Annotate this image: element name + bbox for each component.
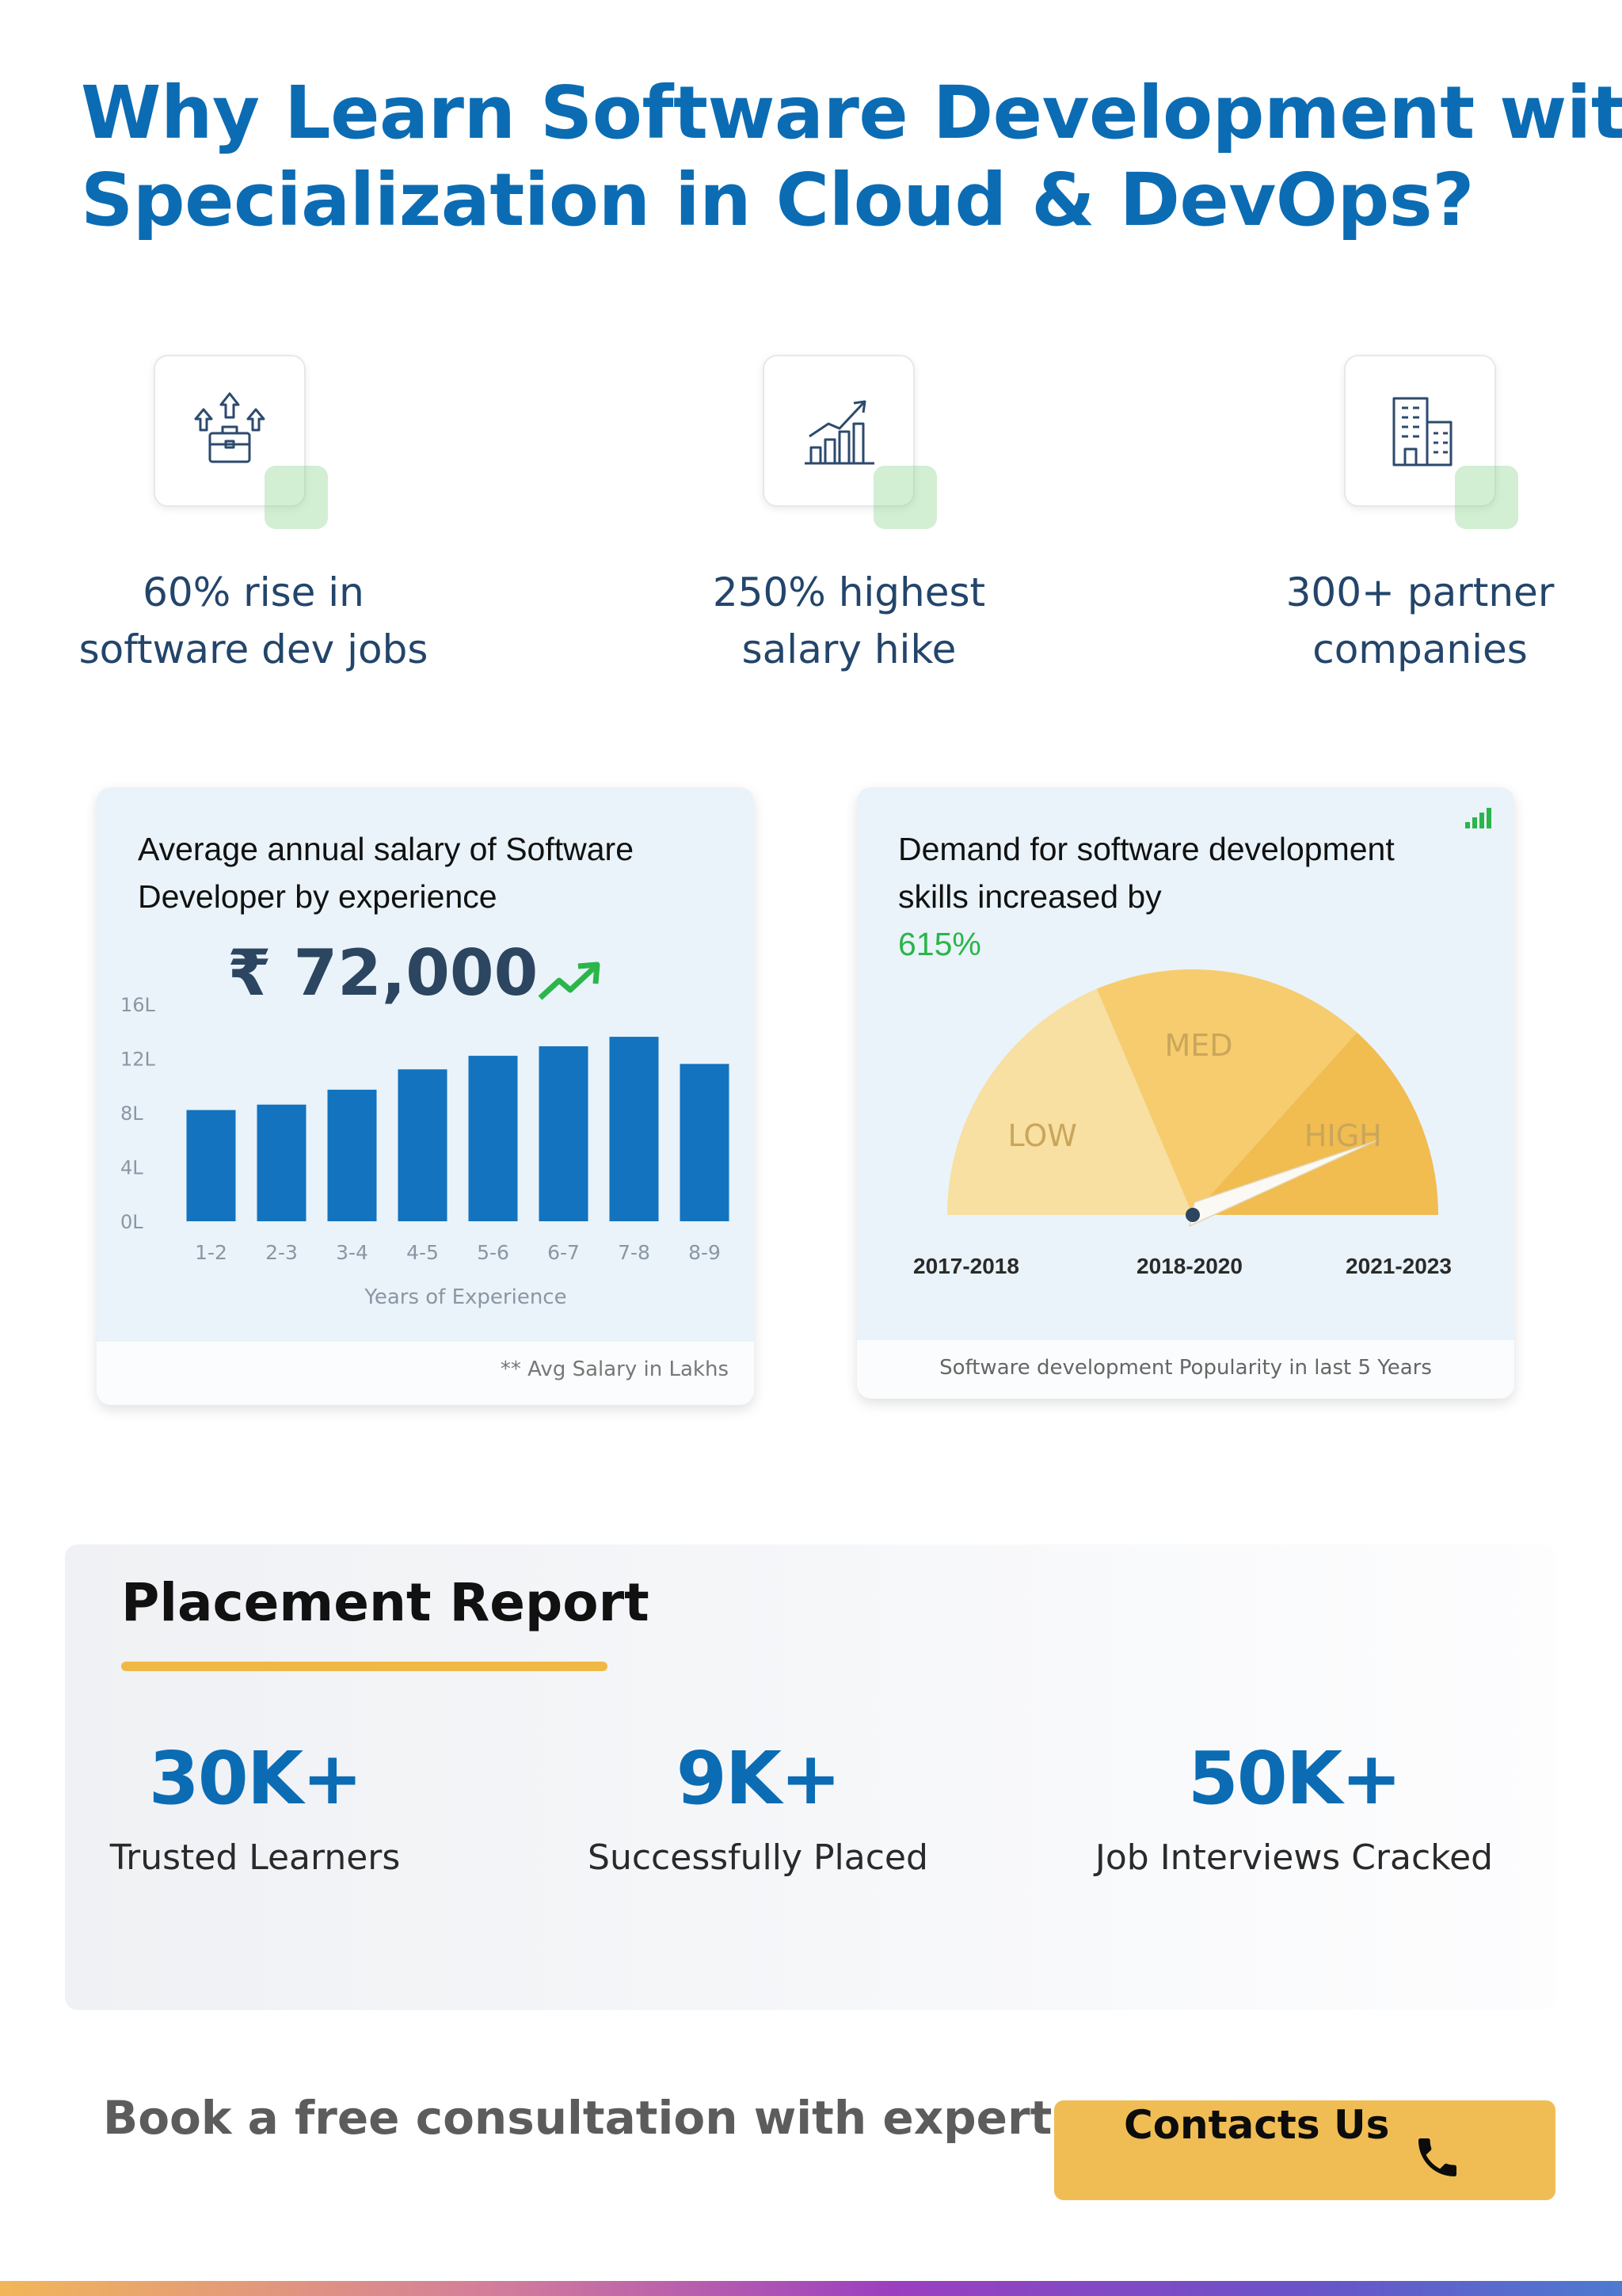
x-tick-label: 4-5 <box>406 1241 439 1264</box>
demand-card: Demand for software development skills i… <box>857 787 1514 1399</box>
feature-partners-text: 300+ partner companies <box>1214 564 1622 678</box>
y-tick-label: 4L <box>120 1157 143 1179</box>
stat-label-placed: Successfully Placed <box>588 1837 928 1878</box>
signal-bars-icon <box>1465 808 1491 828</box>
feature-icon-accent <box>1455 466 1518 529</box>
feature-partners-line-2: companies <box>1312 626 1528 672</box>
buildings-icon <box>1392 397 1453 466</box>
demand-card-footnote: Software development Popularity in last … <box>939 1356 1432 1380</box>
demand-card-title-prefix: skills increased by <box>898 878 1162 915</box>
salary-bar <box>186 1110 236 1221</box>
x-tick-label: 2-3 <box>265 1241 298 1264</box>
feature-jobs-text: 60% rise in software dev jobs <box>48 564 459 678</box>
x-tick-label: 5-6 <box>477 1241 509 1264</box>
stat-value-interviews: 50K+ <box>1187 1736 1402 1821</box>
footer-gradient-bar <box>0 2281 1622 2296</box>
contact-us-label: Contacts Us <box>1124 2102 1390 2148</box>
feature-icon-box-partners <box>1344 355 1518 529</box>
feature-salary-line-2: salary hike <box>741 626 957 672</box>
stat-label-learners: Trusted Learners <box>109 1837 401 1878</box>
demand-gauge-chart: LOW MED HIGH 2017-2018 2018-2020 2021-2023 <box>913 969 1452 1278</box>
stat-value-placed: 9K+ <box>676 1736 841 1821</box>
growth-chart-icon <box>805 400 874 465</box>
feature-jobs-line-2: software dev jobs <box>78 626 428 672</box>
x-axis-label: Years of Experience <box>364 1285 566 1309</box>
placement-report-section <box>65 1544 1555 2010</box>
salary-bar <box>468 1056 518 1221</box>
gauge-segment-low <box>947 988 1193 1215</box>
salary-bar <box>680 1064 729 1221</box>
salary-card-title-line-1: Average annual salary of Software <box>138 831 634 867</box>
gauge-label-low: LOW <box>1008 1118 1077 1153</box>
salary-card-footnote: ** Avg Salary in Lakhs <box>500 1357 729 1381</box>
y-tick-label: 8L <box>120 1102 143 1125</box>
x-tick-label: 3-4 <box>336 1241 368 1264</box>
demand-card-title-line-1: Demand for software development <box>898 831 1395 867</box>
placement-report-title: Placement Report <box>121 1572 649 1633</box>
x-tick-label: 7-8 <box>618 1241 650 1264</box>
contact-us-button[interactable]: Contacts Us <box>1054 2100 1555 2200</box>
gauge-segment-med <box>1096 969 1357 1215</box>
x-tick-label: 1-2 <box>195 1241 227 1264</box>
salary-bar <box>257 1104 307 1221</box>
salary-bar <box>327 1089 377 1221</box>
gauge-label-med: MED <box>1164 1028 1232 1063</box>
page-title: Why Learn Software Development with Spec… <box>81 70 1622 244</box>
salary-card-title-line-2: Developer by experience <box>138 878 497 915</box>
demand-card-title: Demand for software development skills i… <box>898 825 1395 968</box>
x-tick-label: 8-9 <box>688 1241 721 1264</box>
salary-bar <box>539 1046 588 1221</box>
feature-jobs-line-1: 60% rise in <box>143 569 364 615</box>
feature-icon-box-salary <box>763 355 937 529</box>
page-title-line-2: Specialization in Cloud & DevOps? <box>81 158 1475 242</box>
feature-salary-text: 250% highest salary hike <box>643 564 1055 678</box>
stat-label-interviews: Job Interviews Cracked <box>1095 1837 1494 1878</box>
trend-up-icon <box>538 961 600 1000</box>
y-tick-label: 12L <box>120 1049 156 1071</box>
gauge-period-label: 2018-2020 <box>1137 1254 1243 1278</box>
y-tick-label: 16L <box>120 994 156 1016</box>
salary-card-title: Average annual salary of Software Develo… <box>138 825 634 920</box>
placement-title-underline <box>121 1662 607 1671</box>
demand-card-title-line-2: skills increased by 615% <box>898 873 1395 968</box>
y-tick-label: 0L <box>120 1211 143 1233</box>
gauge-period-label: 2017-2018 <box>913 1254 1019 1278</box>
phone-icon <box>1418 2138 1456 2176</box>
feature-icon-box-jobs <box>154 355 328 529</box>
salary-card: Average annual salary of Software Develo… <box>97 787 754 1405</box>
salary-highlight-value: ₹ 72,000 <box>227 936 539 1010</box>
feature-partners-line-1: 300+ partner <box>1285 569 1555 615</box>
feature-icon-accent <box>265 466 328 529</box>
gauge-hub <box>1186 1208 1200 1222</box>
gauge-period-label: 2021-2023 <box>1346 1254 1452 1278</box>
stat-value-learners: 30K+ <box>148 1736 363 1821</box>
gauge-label-high: HIGH <box>1304 1118 1382 1153</box>
salary-bar <box>609 1037 659 1221</box>
page-title-line-1: Why Learn Software Development with <box>81 70 1622 155</box>
salary-bar-chart: 16L 12L 8L 4L 0L 1-2 2-3 3-4 4-5 5-6 6-7 7-8 8-9 Year… <box>120 994 729 1309</box>
briefcase-arrows-icon <box>194 392 265 463</box>
feature-icon-accent <box>874 466 937 529</box>
feature-salary-line-1: 250% highest <box>712 569 986 615</box>
demand-increase-value: 615% <box>898 926 981 962</box>
consultation-prompt: Book a free consultation with expert <box>103 2091 1053 2145</box>
x-tick-label: 6-7 <box>547 1241 580 1264</box>
gauge-segment-high <box>1193 1032 1438 1215</box>
salary-bar <box>398 1069 447 1221</box>
